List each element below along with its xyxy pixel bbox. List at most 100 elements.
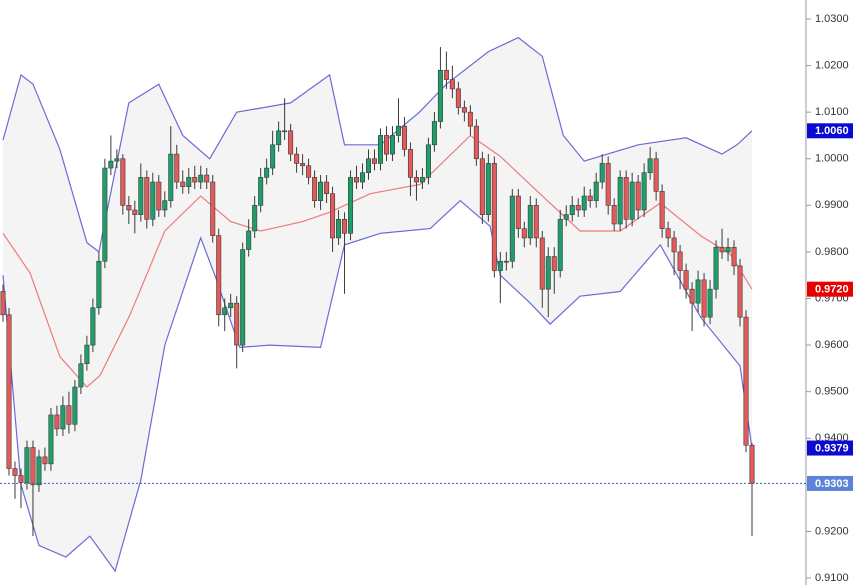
candle-body: [144, 177, 150, 220]
band-line: [2, 134, 753, 388]
candle-body: [240, 249, 246, 346]
candle-body: [599, 163, 605, 183]
candle-body: [665, 228, 671, 239]
candle-body: [138, 177, 144, 215]
candle-body: [527, 205, 533, 239]
candle-body: [611, 205, 617, 225]
y-tick-label: 0.9600: [815, 339, 849, 351]
candle-body: [425, 144, 431, 178]
candle-body: [407, 149, 413, 178]
price-tag-label: 0.9720: [815, 284, 849, 296]
candle-body: [617, 177, 623, 225]
candle-body: [270, 144, 276, 169]
candle-body: [677, 251, 683, 271]
y-tick-label: 0.9200: [815, 525, 849, 537]
candle-body: [48, 414, 54, 465]
candle-body: [84, 344, 90, 365]
candle-body: [150, 181, 156, 220]
candle-body: [0, 291, 6, 316]
candle-body: [366, 158, 372, 174]
candle-body: [629, 181, 635, 220]
candle-body: [108, 160, 114, 169]
candle-body: [126, 205, 132, 211]
candle-body: [66, 405, 72, 425]
candle-body: [114, 158, 120, 162]
candle-body: [60, 405, 66, 430]
candle-body: [479, 158, 485, 215]
candle-body: [623, 177, 629, 220]
candle-body: [491, 163, 497, 271]
y-tick-label: 0.9500: [815, 386, 849, 398]
candle-body: [6, 314, 12, 469]
price-tag: [807, 475, 853, 491]
band-line: [2, 36, 753, 253]
price-tag: [807, 440, 853, 456]
candle-body: [312, 177, 318, 201]
candle-body: [587, 195, 593, 201]
candle-body: [743, 316, 749, 446]
candle-body: [294, 153, 300, 164]
candle-body: [12, 468, 18, 476]
candle-body: [72, 386, 78, 425]
candle-body: [401, 125, 407, 150]
candle-body: [443, 69, 449, 80]
candle-body: [719, 246, 725, 253]
candle-body: [671, 237, 677, 253]
candle-body: [395, 125, 401, 136]
candle-body: [485, 163, 491, 215]
candle-body: [467, 111, 473, 127]
candle-body: [318, 181, 324, 201]
candle-body: [551, 256, 557, 271]
candle-body: [683, 270, 689, 290]
candle-body: [713, 246, 719, 290]
candle-body: [336, 219, 342, 239]
candle-body: [30, 447, 36, 486]
candle-body: [497, 260, 503, 271]
candle-body: [36, 456, 42, 486]
candle-body: [78, 363, 84, 388]
candle-body: [258, 177, 264, 206]
candle-body: [210, 181, 216, 236]
candle-body: [306, 165, 312, 178]
candle-body: [90, 307, 96, 346]
candle-body: [216, 235, 222, 316]
candle-body: [509, 195, 515, 262]
candle-body: [581, 195, 587, 211]
candle-body: [132, 209, 138, 215]
candle-body: [324, 181, 330, 194]
candle-body: [252, 205, 258, 232]
candle-body: [120, 158, 126, 206]
candle-body: [701, 279, 707, 318]
candle-body: [198, 174, 204, 183]
candle-body: [234, 302, 240, 346]
price-tag: [807, 123, 853, 139]
candle-body: [276, 130, 282, 146]
candle-body: [539, 237, 545, 290]
price-tag-label: 0.9379: [815, 442, 849, 454]
y-tick-label: 0.9100: [815, 572, 849, 584]
candle-body: [737, 265, 743, 318]
candle-body: [431, 121, 437, 146]
price-tag-label: 0.9303: [815, 478, 849, 490]
candle-body: [102, 167, 108, 262]
candle-body: [246, 230, 252, 250]
candle-body: [222, 307, 228, 316]
candle-body: [575, 205, 581, 211]
candle-body: [545, 256, 551, 290]
candle-body: [192, 177, 198, 183]
candle-body: [689, 288, 695, 304]
candle-body: [455, 88, 461, 108]
candle-body: [707, 288, 713, 318]
y-tick-label: 1.0200: [815, 59, 849, 71]
candle-body: [168, 153, 174, 201]
candle-body: [521, 228, 527, 239]
candle-body: [515, 195, 521, 229]
candle-body: [282, 130, 288, 133]
candle-body: [593, 181, 599, 201]
candle-body: [659, 191, 665, 229]
candle-body: [204, 174, 210, 183]
candle-body: [300, 163, 306, 167]
candle-body: [569, 205, 575, 215]
candle-body: [563, 214, 569, 220]
